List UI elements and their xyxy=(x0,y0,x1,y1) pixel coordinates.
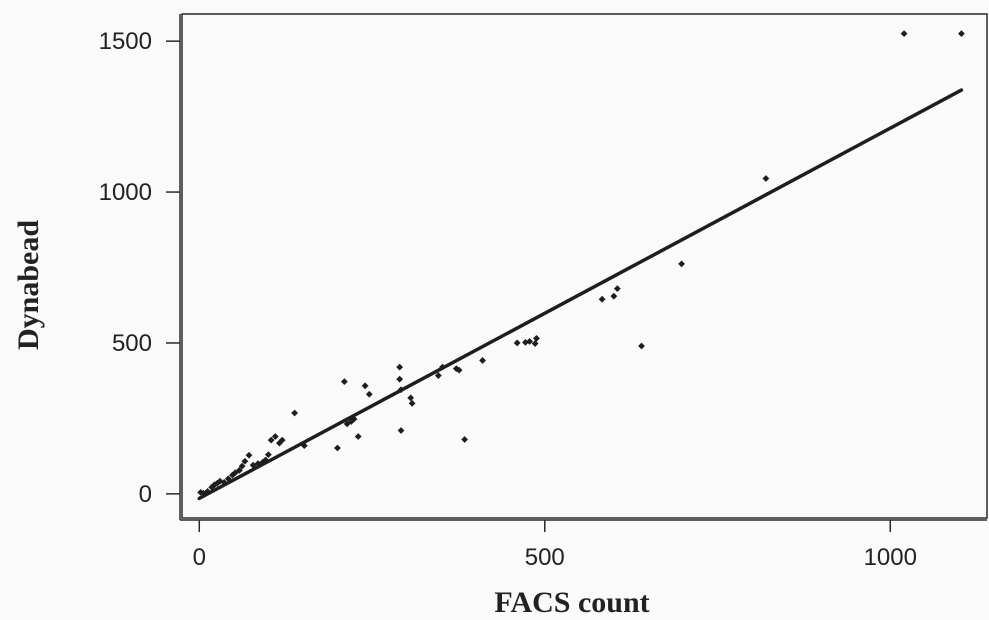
data-point xyxy=(479,357,486,364)
y-tick-label: 1000 xyxy=(99,179,152,206)
data-point xyxy=(434,372,442,379)
data-point xyxy=(610,292,618,300)
data-point xyxy=(216,477,224,485)
y-tick-label: 0 xyxy=(139,481,152,508)
y-tick-label: 500 xyxy=(112,330,152,357)
data-point xyxy=(613,285,621,293)
data-point xyxy=(522,338,529,346)
data-point xyxy=(361,382,369,390)
data-point xyxy=(958,30,965,38)
data-point xyxy=(340,378,348,385)
plot-frame xyxy=(181,13,988,519)
x-tick-label: 0 xyxy=(193,544,206,571)
data-point xyxy=(407,394,415,402)
x-tick-label: 1000 xyxy=(864,544,917,571)
y-axis-title: Dynabead xyxy=(12,220,45,350)
data-point xyxy=(271,433,279,440)
data-points xyxy=(197,30,965,497)
data-point xyxy=(396,363,404,371)
data-point xyxy=(900,30,908,38)
data-point xyxy=(231,469,239,477)
data-point xyxy=(278,436,286,444)
data-point xyxy=(396,375,404,383)
data-point xyxy=(235,466,243,474)
data-point xyxy=(526,338,533,345)
y-tick-label: 1500 xyxy=(99,28,152,55)
data-point xyxy=(533,335,540,342)
data-point xyxy=(238,462,246,470)
data-point xyxy=(598,295,606,303)
data-point xyxy=(762,175,770,182)
data-point xyxy=(267,436,275,444)
data-point xyxy=(513,339,521,347)
x-axis-ticks: 0 500 1000 xyxy=(193,520,917,571)
data-point xyxy=(408,399,416,407)
data-point xyxy=(264,451,272,459)
y-axis-ticks: 0 500 1000 1500 xyxy=(99,28,180,508)
data-point xyxy=(461,436,469,443)
x-axis-title: FACS count xyxy=(494,586,649,619)
data-point xyxy=(213,479,221,487)
data-point xyxy=(291,409,299,417)
data-point xyxy=(365,390,373,398)
data-point xyxy=(531,340,539,347)
data-point xyxy=(455,366,463,374)
data-point xyxy=(397,427,405,434)
data-point xyxy=(678,260,685,268)
data-point xyxy=(200,489,207,497)
data-point xyxy=(638,342,645,350)
data-point xyxy=(334,444,341,452)
data-point xyxy=(245,451,253,459)
data-point xyxy=(241,457,249,465)
data-point xyxy=(354,433,362,440)
x-tick-label: 500 xyxy=(525,544,565,571)
regression-line xyxy=(197,88,964,501)
